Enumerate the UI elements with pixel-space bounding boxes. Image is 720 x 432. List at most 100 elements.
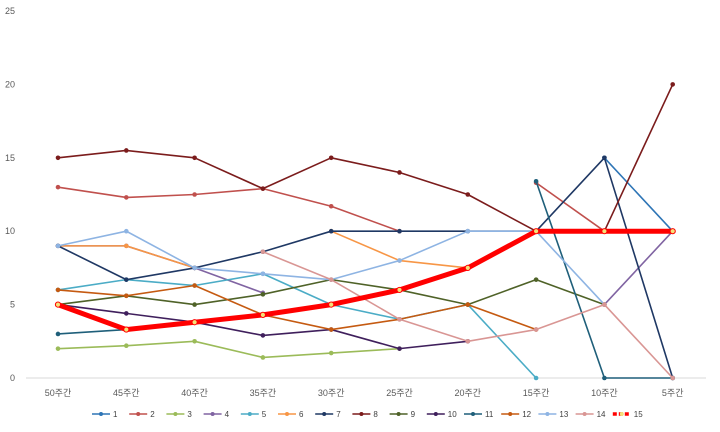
series-line [535, 180, 674, 379]
series-7 [55, 155, 675, 381]
legend-marker [433, 412, 438, 416]
data-point [124, 277, 129, 282]
legend-label: 7 [336, 410, 341, 419]
x-tick-label: 15주간 [523, 388, 550, 398]
data-point [192, 283, 197, 288]
x-tick-label: 20주간 [455, 388, 482, 398]
series-line [57, 186, 401, 232]
y-tick-label: 10 [5, 226, 15, 236]
data-point [54, 301, 62, 308]
data-point [602, 302, 607, 307]
legend-label: 15 [634, 410, 643, 419]
data-point [124, 243, 129, 249]
y-tick-label: 0 [10, 373, 15, 383]
data-point [397, 346, 402, 351]
data-point [55, 155, 61, 161]
legend-marker [285, 412, 289, 416]
data-point [397, 170, 402, 175]
data-point [533, 178, 539, 184]
legend-marker [545, 412, 550, 416]
data-point [465, 339, 471, 344]
legend-item: 10 [426, 410, 457, 419]
legend-item: 2 [129, 410, 155, 419]
data-point [533, 228, 540, 235]
series-line [57, 83, 674, 232]
data-point [397, 258, 402, 263]
legend-item: 8 [352, 410, 378, 419]
data-point [124, 311, 129, 316]
data-point [602, 155, 607, 161]
series-line [57, 328, 128, 335]
data-point [328, 301, 335, 308]
legend-item: 14 [575, 410, 606, 419]
data-point [396, 286, 403, 294]
data-point [124, 228, 129, 234]
data-point [464, 264, 471, 271]
data-point [55, 346, 61, 351]
legend-marker [396, 412, 401, 416]
legend-marker [471, 412, 475, 416]
y-tick-label: 25 [5, 6, 15, 16]
data-point [55, 184, 61, 190]
legend-marker [247, 412, 252, 416]
x-axis: 50주간 45주간 40주간 35주간 30주간 25주간 20주간 15주간 10주간 5주간 [26, 377, 706, 398]
legend-marker [322, 412, 327, 416]
series-15 [54, 228, 676, 333]
data-point [260, 271, 266, 277]
series-line [57, 157, 674, 379]
data-point [55, 243, 61, 249]
series-13 [55, 228, 607, 307]
legend-label: 3 [187, 410, 192, 419]
data-point [124, 148, 129, 153]
legend-label: 4 [225, 410, 230, 419]
legend-marker [173, 412, 178, 416]
x-tick-label: 5주간 [662, 388, 684, 398]
legend-marker [359, 412, 364, 416]
data-point [123, 326, 130, 333]
legend-item: 3 [166, 410, 192, 419]
data-point [533, 277, 539, 282]
x-tick-label: 30주간 [318, 388, 345, 398]
x-tick-label: 40주간 [181, 388, 208, 398]
series-lines [54, 82, 676, 381]
data-point [328, 155, 334, 161]
data-point [328, 327, 334, 332]
data-point [192, 265, 197, 271]
y-tick-label: 15 [5, 153, 15, 163]
data-point [601, 228, 608, 235]
legend-item: 11 [464, 410, 494, 419]
y-axis: 0 5 10 15 20 25 [5, 6, 15, 383]
data-point [55, 287, 61, 293]
data-point [260, 333, 266, 338]
data-point [533, 327, 539, 332]
legend-marker [99, 412, 103, 416]
x-tick-label: 10주간 [591, 388, 618, 398]
data-point [260, 186, 266, 191]
series-line [57, 284, 537, 331]
series-1 [602, 155, 675, 234]
data-point [465, 302, 471, 307]
legend-label: 14 [597, 410, 606, 419]
data-point [124, 195, 129, 200]
legend-label: 11 [485, 410, 494, 419]
series-2 [55, 180, 675, 234]
series-line [57, 278, 606, 306]
data-point [465, 228, 471, 234]
legend-item: 6 [278, 410, 304, 419]
legend-label: 13 [559, 410, 568, 419]
data-point [397, 316, 402, 322]
data-point [55, 331, 61, 337]
data-point [328, 350, 334, 356]
legend-marker [508, 412, 513, 416]
data-point [124, 293, 129, 299]
data-point [192, 302, 197, 307]
y-tick-label: 5 [10, 300, 15, 310]
data-point [328, 277, 334, 282]
data-point [192, 192, 197, 197]
legend-label: 6 [299, 410, 304, 419]
data-point [259, 311, 266, 318]
data-point [260, 292, 266, 297]
x-tick-label: 35주간 [250, 388, 277, 398]
data-point [191, 319, 198, 326]
